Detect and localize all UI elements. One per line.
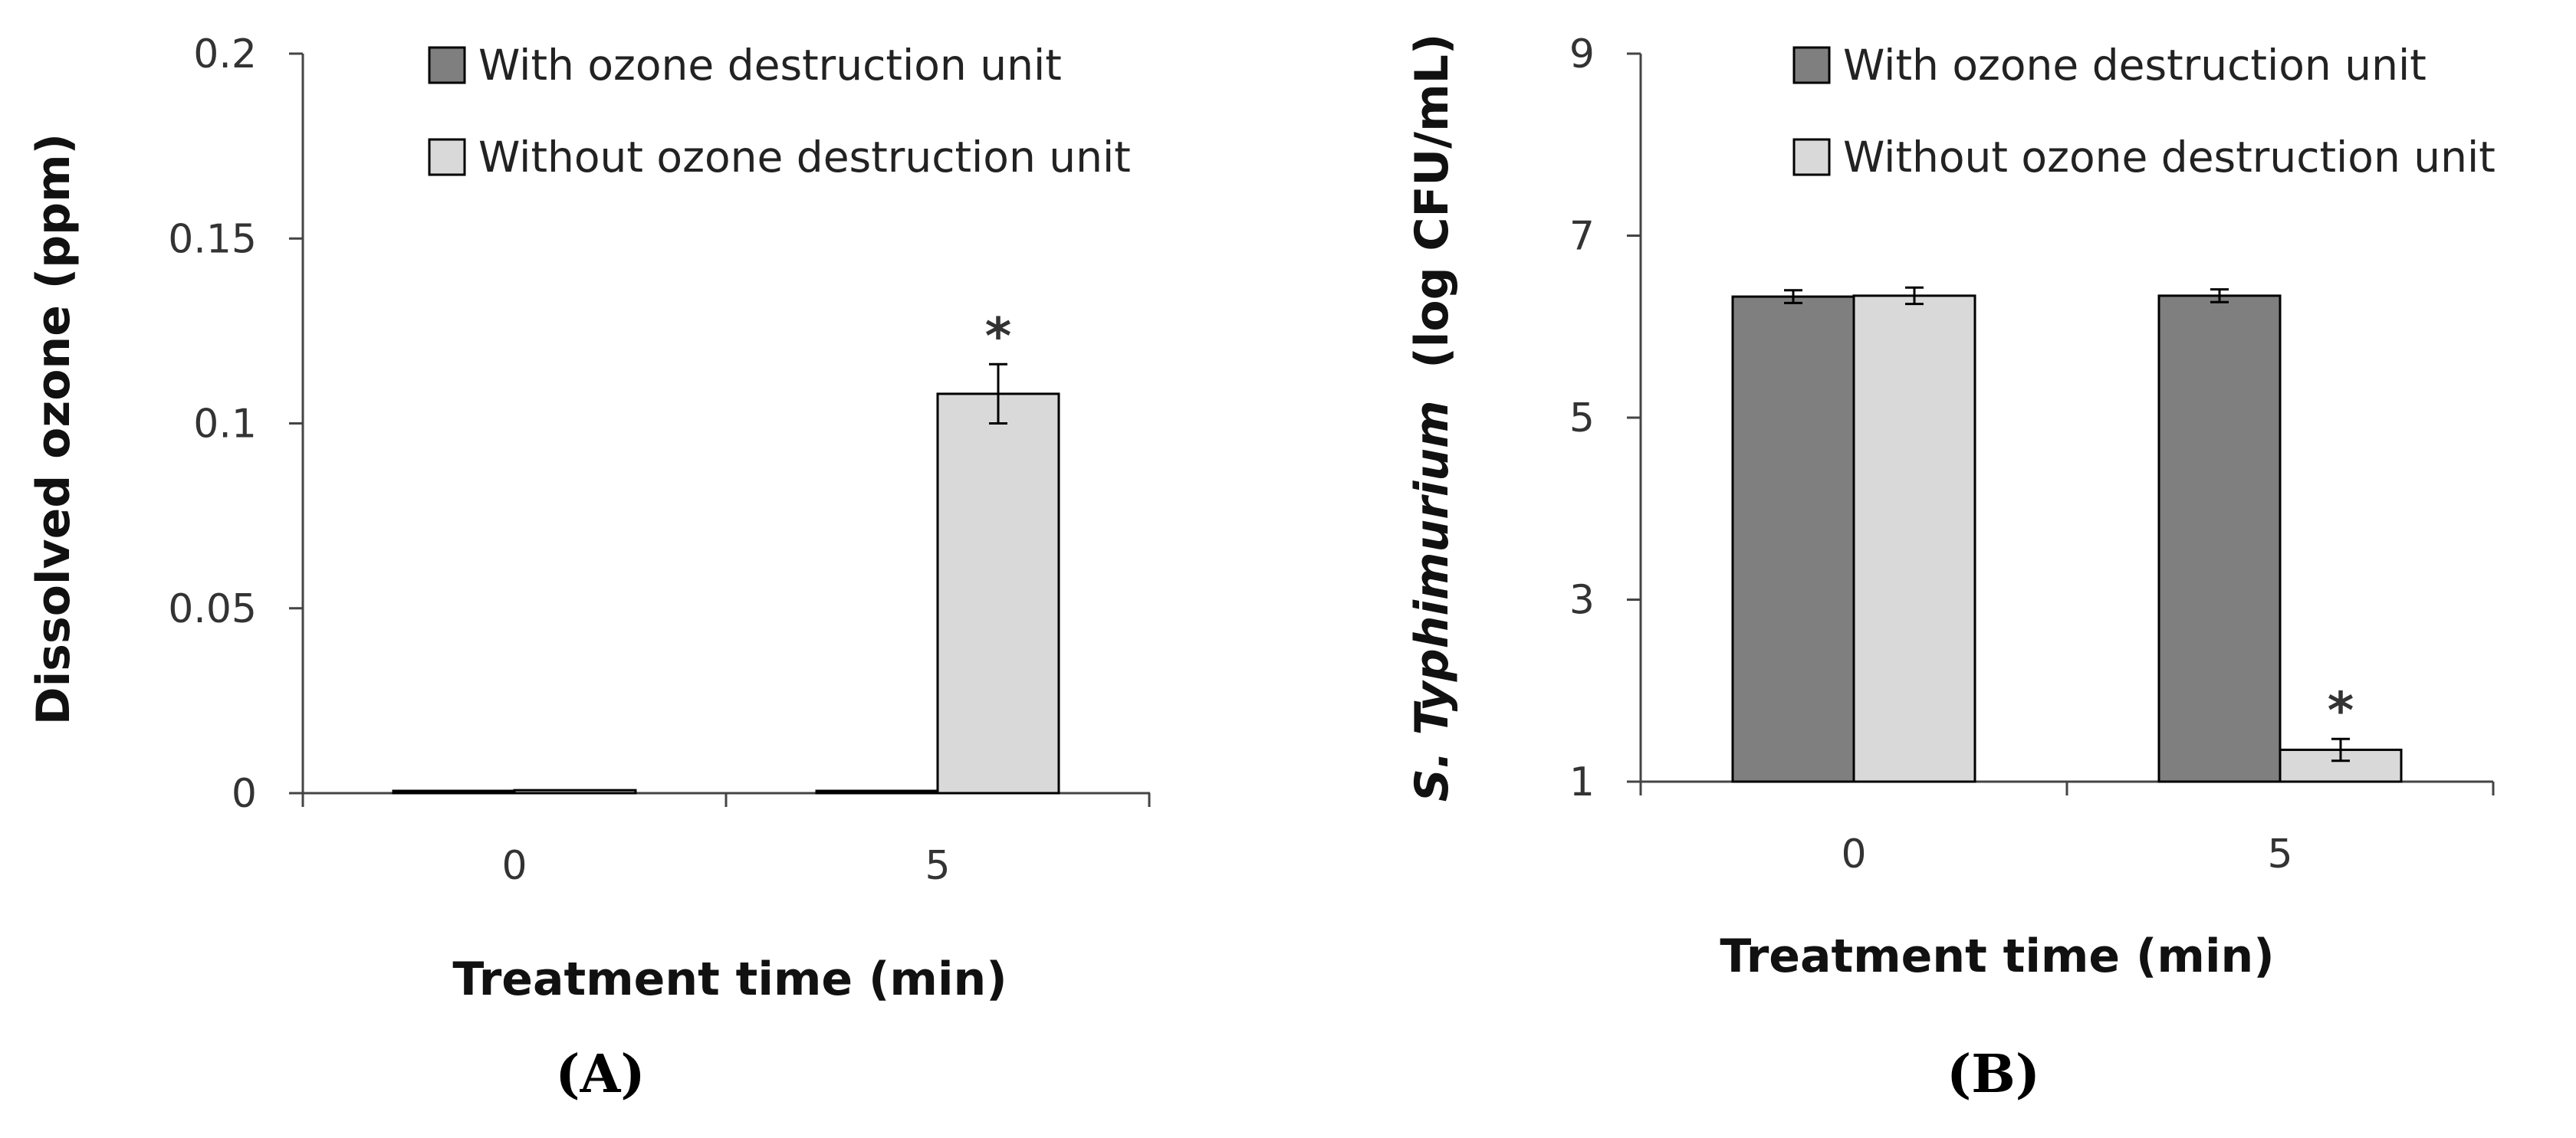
panel-a-bar <box>513 789 637 795</box>
panel-a-x-tick-label: 5 <box>925 843 950 889</box>
panel-b-y-tick-label: 3 <box>1569 578 1595 624</box>
panel-b-y-axis-title-rest: (log CFU/mL) <box>1405 34 1459 401</box>
panel-b-y-tick-label: 9 <box>1569 31 1595 77</box>
panel-b-legend-label: With ozone destruction unit <box>1843 41 2426 90</box>
panel-b-chart: S. Typhimurium (log CFU/mL) Treatment ti… <box>1405 31 2496 983</box>
panel-b-x-tick-label: 0 <box>1841 831 1866 877</box>
panel-b-bar <box>1731 295 1855 783</box>
panel-a-x-axis-title: Treatment time (min) <box>452 953 1007 1006</box>
panel-b-legend-label: Without ozone destruction unit <box>1843 133 2496 182</box>
panel-b-bar <box>2157 294 2282 783</box>
panel-b-legend-swatch <box>1792 46 1831 84</box>
panel-a-y-tick-label: 0.15 <box>168 216 257 262</box>
panel-a-y-axis-title: Dissolved ozone (ppm) <box>27 133 80 725</box>
panel-b-x-axis-title: Treatment time (min) <box>1720 930 2274 983</box>
panel-a-legend-swatch <box>428 46 466 84</box>
panel-b-y-axis-title-italic: S. Typhimurium <box>1405 400 1459 802</box>
panel-b-label: (B) <box>1947 1044 2040 1105</box>
panel-b-legend-swatch <box>1792 138 1831 176</box>
panel-b-label-letter: B <box>1971 1044 2015 1105</box>
panel-a-y-tick-label: 0.2 <box>193 31 257 77</box>
panel-a-y-tick-label: 0 <box>232 771 257 817</box>
panel-a-label: (A) <box>555 1044 645 1105</box>
panel-b-significance-marker: * <box>2328 681 2354 740</box>
panel-a-bar <box>815 789 939 795</box>
panel-a-y-tick-label: 0.05 <box>168 586 257 632</box>
panel-a-legend-swatch <box>428 138 466 176</box>
panel-b-x-tick-label: 5 <box>2267 831 2292 877</box>
panel-b-y-axis-title: S. Typhimurium (log CFU/mL) <box>1405 34 1459 802</box>
panel-b-y-tick-label: 5 <box>1569 395 1595 441</box>
panel-b-bar <box>1852 294 1976 783</box>
panel-b-y-tick-label: 7 <box>1569 214 1595 260</box>
panel-a-significance-marker: * <box>985 307 1012 366</box>
panel-a-chart: Dissolved ozone (ppm) Treatment time (mi… <box>27 31 1151 1006</box>
panel-a-bar <box>392 789 516 795</box>
panel-a-bar <box>936 392 1060 795</box>
panel-a-legend-label: Without ozone destruction unit <box>478 133 1131 182</box>
panel-a-x-tick-label: 0 <box>501 843 527 889</box>
panel-a-label-letter: A <box>580 1044 622 1105</box>
panel-b-y-tick-label: 1 <box>1569 759 1595 805</box>
panel-a-legend-label: With ozone destruction unit <box>478 41 1062 90</box>
panel-a-y-tick-label: 0.1 <box>193 402 257 448</box>
